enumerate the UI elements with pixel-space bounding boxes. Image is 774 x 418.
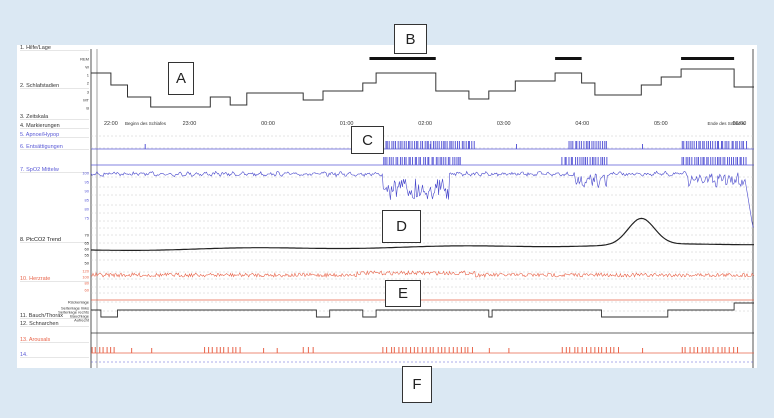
x-tick-label: 02:00	[418, 121, 432, 127]
scale-label: 100	[82, 171, 89, 176]
scale-label: REM	[80, 57, 89, 62]
scale-label: W	[85, 65, 89, 70]
scale-label: 50	[85, 261, 90, 266]
scale-label: 65	[85, 241, 90, 246]
scale-label: 1	[87, 73, 90, 78]
scale-label: Seitenlage rechts	[58, 310, 89, 315]
channel-label: 4. Markierungen	[20, 123, 60, 129]
channel-label: 14.	[20, 352, 28, 358]
scale-label: 60	[85, 288, 90, 293]
scale-label: Seitenlage links	[61, 306, 89, 311]
x-tick-label: 06:00	[733, 121, 747, 127]
x-tick-label: 05:00	[654, 121, 668, 127]
callout-d: D	[382, 210, 421, 243]
channel-label: 1. Hilfe/Lage	[20, 45, 51, 51]
scale-label: B	[86, 106, 89, 111]
channel-label: 13. Arousals	[20, 337, 51, 343]
callout-c: C	[351, 126, 384, 154]
channel-label: 7. SpO2 Mittelw	[20, 167, 59, 173]
rem-bar	[369, 57, 436, 60]
callout-b: B	[394, 24, 427, 54]
x-tick-label: 01:00	[340, 121, 354, 127]
body-position-line	[91, 302, 754, 318]
x-tick-label: 03:00	[497, 121, 511, 127]
ptcco2-line	[91, 217, 754, 251]
polysomnography-chart: 1. Hilfe/Lage 2. Schlafstadien 3. Zeitskal…	[20, 45, 755, 368]
heart-rate-line	[90, 270, 755, 278]
scale-label: MT	[83, 98, 89, 103]
scale-label: 120	[82, 269, 89, 274]
annotation-label: Beginn des Schlafes	[125, 121, 167, 126]
hypnogram-line	[91, 68, 754, 108]
channel-label: 11. Bauch/Thorax	[20, 313, 63, 319]
chart-panel: 1. Hilfe/Lage 2. Schlafstadien 3. Zeitskal…	[17, 45, 757, 368]
scale-label: 75	[85, 216, 90, 221]
rem-bar	[555, 57, 582, 60]
scale-label: 90	[85, 189, 90, 194]
scale-label: Rückenlage	[68, 300, 90, 305]
callout-a: A	[168, 62, 194, 95]
channel-label: 6. Entsättigungen	[20, 144, 63, 150]
callout-f: F	[402, 366, 432, 403]
channel-label: 10. Herzrate	[20, 276, 50, 282]
scale-label: 70	[85, 233, 90, 238]
scale-label: Bauchlage	[70, 314, 90, 319]
channel-label: 2. Schlafstadien	[20, 83, 59, 89]
scale-label: 55	[85, 253, 90, 258]
x-tick-label: 22:00	[104, 121, 118, 127]
rem-bar	[681, 57, 735, 60]
spo2-line	[90, 170, 754, 228]
scale-label: 85	[85, 198, 90, 203]
channel-label: 8. PtcCO2 Trend	[20, 237, 61, 243]
channel-label: 3. Zeitskala	[20, 114, 49, 120]
callout-e: E	[385, 280, 421, 307]
channel-label: 12. Schnarchen	[20, 321, 59, 327]
annotation-label: Ende des Schlafes	[707, 121, 745, 126]
scale-label: 100	[82, 275, 89, 280]
x-tick-label: 00:00	[261, 121, 275, 127]
scale-label: 95	[85, 180, 90, 185]
scale-label: 80	[85, 281, 90, 286]
scale-label: Aufrecht	[74, 318, 90, 323]
x-tick-label: 23:00	[183, 121, 197, 127]
x-tick-label: 04:00	[575, 121, 589, 127]
channel-label: 5. Apnoe/Hypop	[20, 132, 59, 138]
scale-label: 80	[85, 207, 90, 212]
scale-label: 2	[87, 81, 90, 86]
scale-label: 60	[85, 247, 90, 252]
scale-label: 3	[87, 90, 90, 95]
